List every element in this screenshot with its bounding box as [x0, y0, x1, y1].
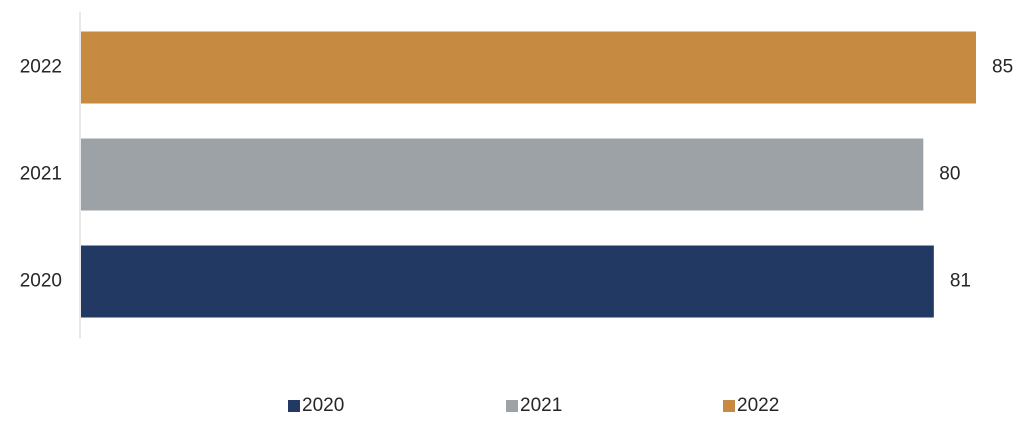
value-label-2022: 85	[992, 57, 1013, 78]
legend-swatch-2021	[506, 400, 518, 412]
category-label-2020: 2020	[20, 271, 62, 292]
bar-2022	[81, 31, 976, 104]
bar-2020	[81, 245, 934, 318]
category-label-2021: 2021	[20, 164, 62, 185]
legend-label-2022: 2022	[737, 395, 779, 416]
value-label-2020: 81	[950, 271, 971, 292]
category-labels: 2020 2021 2022	[20, 57, 62, 292]
category-label-2022: 2022	[20, 57, 62, 78]
bar-2021	[81, 138, 924, 211]
legend: 2020 2021 2022	[288, 395, 779, 416]
legend-label-2021: 2021	[520, 395, 562, 416]
bars-group	[81, 31, 976, 318]
legend-swatch-2020	[288, 400, 300, 412]
legend-label-2020: 2020	[302, 395, 344, 416]
value-labels: 81 80 85	[939, 57, 1013, 292]
legend-swatch-2022	[723, 400, 735, 412]
value-label-2021: 80	[939, 164, 960, 185]
